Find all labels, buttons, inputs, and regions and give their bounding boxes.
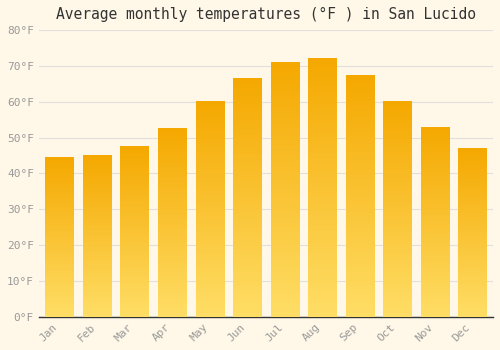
Bar — [233, 78, 261, 317]
Bar — [120, 147, 148, 317]
Bar — [270, 62, 299, 317]
Bar — [458, 148, 486, 317]
Bar — [308, 59, 336, 317]
Bar — [383, 102, 412, 317]
Bar — [196, 102, 224, 317]
Bar — [421, 127, 449, 317]
Title: Average monthly temperatures (°F ) in San Lucido: Average monthly temperatures (°F ) in Sa… — [56, 7, 476, 22]
Bar — [83, 155, 111, 317]
Bar — [346, 75, 374, 317]
Bar — [46, 157, 74, 317]
Bar — [158, 129, 186, 317]
